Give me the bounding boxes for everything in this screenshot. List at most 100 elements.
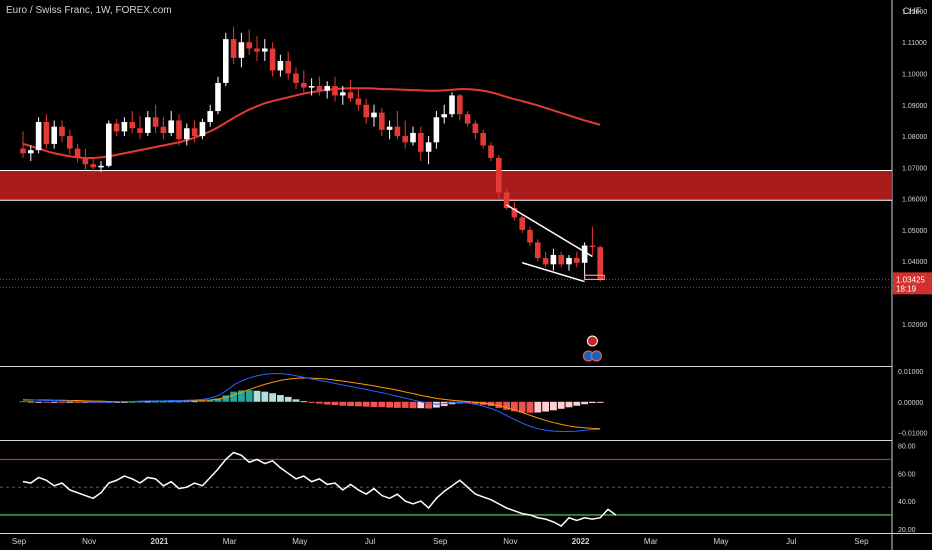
macd-histogram-bar — [206, 399, 214, 402]
macd-histogram-bar — [503, 401, 510, 410]
candle-body — [160, 126, 167, 133]
candle-body — [394, 126, 401, 137]
macd-histogram-bar — [19, 401, 27, 403]
candle-body — [215, 82, 221, 112]
candle-body — [254, 48, 260, 52]
candle-body — [230, 39, 237, 58]
macd-histogram-bar — [542, 401, 549, 412]
macd-histogram-bar — [596, 401, 604, 403]
economic-event-icon — [590, 350, 603, 362]
candle-body — [152, 117, 159, 127]
candle-body — [410, 132, 416, 143]
macd-histogram-bar — [160, 401, 167, 403]
time-tick-label: Mar — [644, 537, 658, 546]
candle-body — [418, 132, 424, 152]
price-badge-countdown: 18:19 — [896, 284, 917, 293]
macd-histogram-bar — [573, 401, 581, 406]
time-tick-label: Nov — [503, 537, 517, 546]
price-tick-label: 1.02000 — [902, 322, 927, 329]
candle-body — [316, 86, 323, 91]
currency-label: CHF — [902, 6, 922, 16]
macd-histogram-bar — [417, 401, 425, 409]
macd-histogram-bar — [526, 401, 534, 413]
candle-body — [176, 120, 182, 140]
macd-histogram-bar — [425, 401, 432, 409]
macd-histogram-bar — [386, 401, 393, 408]
candle-body — [449, 95, 455, 115]
macd-histogram-bar — [557, 401, 565, 409]
candle-body — [480, 132, 486, 146]
macd-histogram-bar — [401, 401, 409, 408]
candle-body — [574, 258, 580, 263]
price-tick-label: 1.04000 — [902, 259, 927, 266]
macd-histogram-bar — [581, 401, 588, 405]
macd-histogram-bar — [238, 390, 245, 402]
time-tick-label: Sep — [433, 537, 448, 546]
price-badge-value: 1.03425 — [896, 275, 925, 284]
macd-histogram-bar — [191, 401, 198, 403]
candle-body — [347, 92, 354, 99]
time-tick-label: Sep — [854, 537, 869, 546]
pattern-box — [583, 274, 605, 281]
candle-body — [43, 122, 50, 144]
candle-body — [433, 117, 440, 143]
macd-histogram-bar — [339, 401, 347, 406]
candle-body — [371, 112, 377, 118]
candle-body — [527, 229, 533, 243]
candle-body — [441, 114, 447, 118]
macd-histogram-bar — [175, 401, 183, 403]
candle-body — [145, 117, 151, 133]
macd-histogram-bar — [222, 395, 230, 402]
candle-body — [98, 165, 104, 168]
candle-body — [28, 150, 34, 154]
candle-body — [168, 120, 174, 133]
macd-histogram-bar — [550, 401, 557, 411]
candle-body — [277, 61, 284, 71]
candle-body — [519, 217, 525, 230]
price-badge — [893, 272, 932, 295]
candle-body — [246, 42, 252, 49]
macd-histogram-bar — [27, 401, 35, 403]
macd-histogram-bar — [472, 401, 479, 404]
rsi-tick-label: 80.00 — [898, 444, 916, 451]
candle-body — [129, 122, 135, 129]
macd-histogram-bar — [323, 401, 331, 405]
macd-histogram-bar — [261, 391, 269, 402]
candle-body — [106, 123, 112, 166]
macd-histogram-bar — [589, 401, 596, 403]
time-tick-label: 2021 — [151, 537, 169, 546]
macd-tick-label: 0.01000 — [898, 369, 923, 376]
macd-histogram-bar — [370, 401, 378, 407]
price-tick-label: 1.06000 — [902, 197, 927, 204]
time-tick-label: Jul — [365, 537, 375, 546]
candle-body — [566, 258, 572, 265]
macd-histogram-bar — [74, 401, 81, 403]
candle-body — [113, 123, 120, 132]
candle-body — [324, 86, 330, 91]
macd-histogram-bar — [308, 401, 315, 403]
candle-body — [496, 157, 502, 193]
macd-histogram-bar — [511, 401, 518, 412]
time-tick-label: Nov — [82, 537, 96, 546]
candle-body — [67, 136, 73, 149]
price-tick-label: 1.08000 — [902, 134, 927, 141]
candle-body — [340, 92, 346, 96]
macd-histogram-bar — [534, 401, 542, 413]
candle-body — [589, 245, 596, 248]
candle-body — [20, 148, 26, 154]
resistance-zone — [0, 170, 892, 201]
macd-histogram-bar — [269, 393, 276, 402]
price-tick-label: 1.10000 — [902, 72, 927, 79]
macd-histogram-bar — [495, 401, 503, 408]
macd-histogram-bar — [565, 401, 573, 408]
macd-histogram-bar — [253, 390, 261, 402]
macd-histogram-bar — [58, 401, 66, 403]
macd-histogram-bar — [35, 401, 42, 403]
candle-body — [223, 39, 229, 83]
macd-histogram-bar — [167, 401, 175, 403]
time-tick-label: 2022 — [572, 537, 590, 546]
price-tick-label: 1.05000 — [902, 228, 927, 235]
candle-body — [542, 258, 549, 265]
candle-body — [464, 114, 471, 124]
